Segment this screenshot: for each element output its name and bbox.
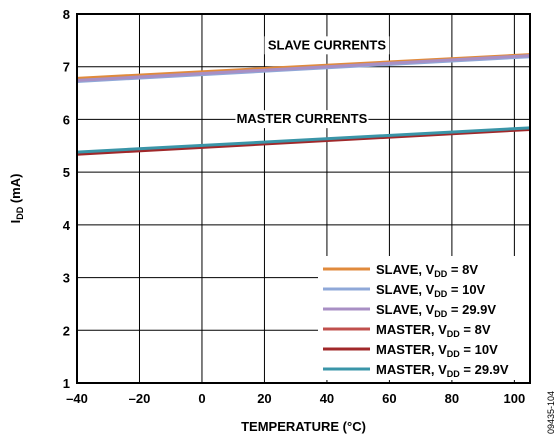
y-axis-label-rest: (mA) — [8, 174, 23, 207]
y-tick-label: 2 — [63, 323, 70, 338]
x-tick-labels: –40 –20 0 20 40 60 80 100 — [66, 391, 525, 406]
series-line — [76, 54, 531, 82]
y-tick-label: 3 — [63, 271, 70, 286]
x-tick-label: 80 — [445, 391, 459, 406]
x-tick-label: 60 — [382, 391, 396, 406]
legend-entry: MASTER, VDD = 8V — [376, 322, 491, 339]
x-tick-label: –20 — [129, 391, 151, 406]
series-line — [76, 127, 531, 156]
y-tick-label: 7 — [63, 60, 70, 75]
y-axis-label-sub: DD — [15, 206, 25, 219]
plot-frame — [76, 13, 531, 384]
y-tick-label: 6 — [63, 112, 70, 127]
x-tick-label: 20 — [257, 391, 271, 406]
y-tick-label: 8 — [63, 7, 70, 22]
legend-background — [318, 256, 529, 380]
series-line — [76, 126, 531, 154]
y-axis-label: IDD (mA) — [8, 174, 25, 224]
x-tick-label: 40 — [320, 391, 334, 406]
legend-entry: MASTER, VDD = 10V — [376, 342, 498, 359]
annotation-label: SLAVE CURRENTS — [268, 37, 387, 52]
annotations: SLAVE CURRENTS MASTER CURRENTS — [235, 36, 390, 129]
x-tick-label: 100 — [504, 391, 526, 406]
annotation-background — [235, 110, 369, 129]
x-tick-label: 0 — [198, 391, 205, 406]
y-tick-label: 4 — [63, 218, 71, 233]
x-axis-label: TEMPERATURE (°C) — [241, 419, 366, 434]
legend-entry: MASTER, VDD = 29.9V — [376, 362, 509, 379]
y-tick-label: 5 — [63, 165, 70, 180]
annotation-label: MASTER CURRENTS — [237, 111, 368, 126]
series-lines — [76, 53, 531, 156]
x-tick-label: –40 — [66, 391, 88, 406]
legend-entry: SLAVE, VDD = 29.9V — [376, 302, 496, 319]
legend: SLAVE, VDD = 8V SLAVE, VDD = 10V SLAVE, VD… — [318, 256, 529, 380]
y-axis-label-main: I — [8, 220, 23, 224]
legend-entry: SLAVE, VDD = 10V — [376, 282, 486, 299]
figure-id: 09435-104 — [546, 391, 556, 434]
y-tick-label: 1 — [63, 376, 70, 391]
y-tick-labels: 1 2 3 4 5 6 7 8 — [63, 7, 71, 391]
annotation-background — [264, 36, 390, 55]
legend-entry: SLAVE, VDD = 8V — [376, 262, 478, 279]
